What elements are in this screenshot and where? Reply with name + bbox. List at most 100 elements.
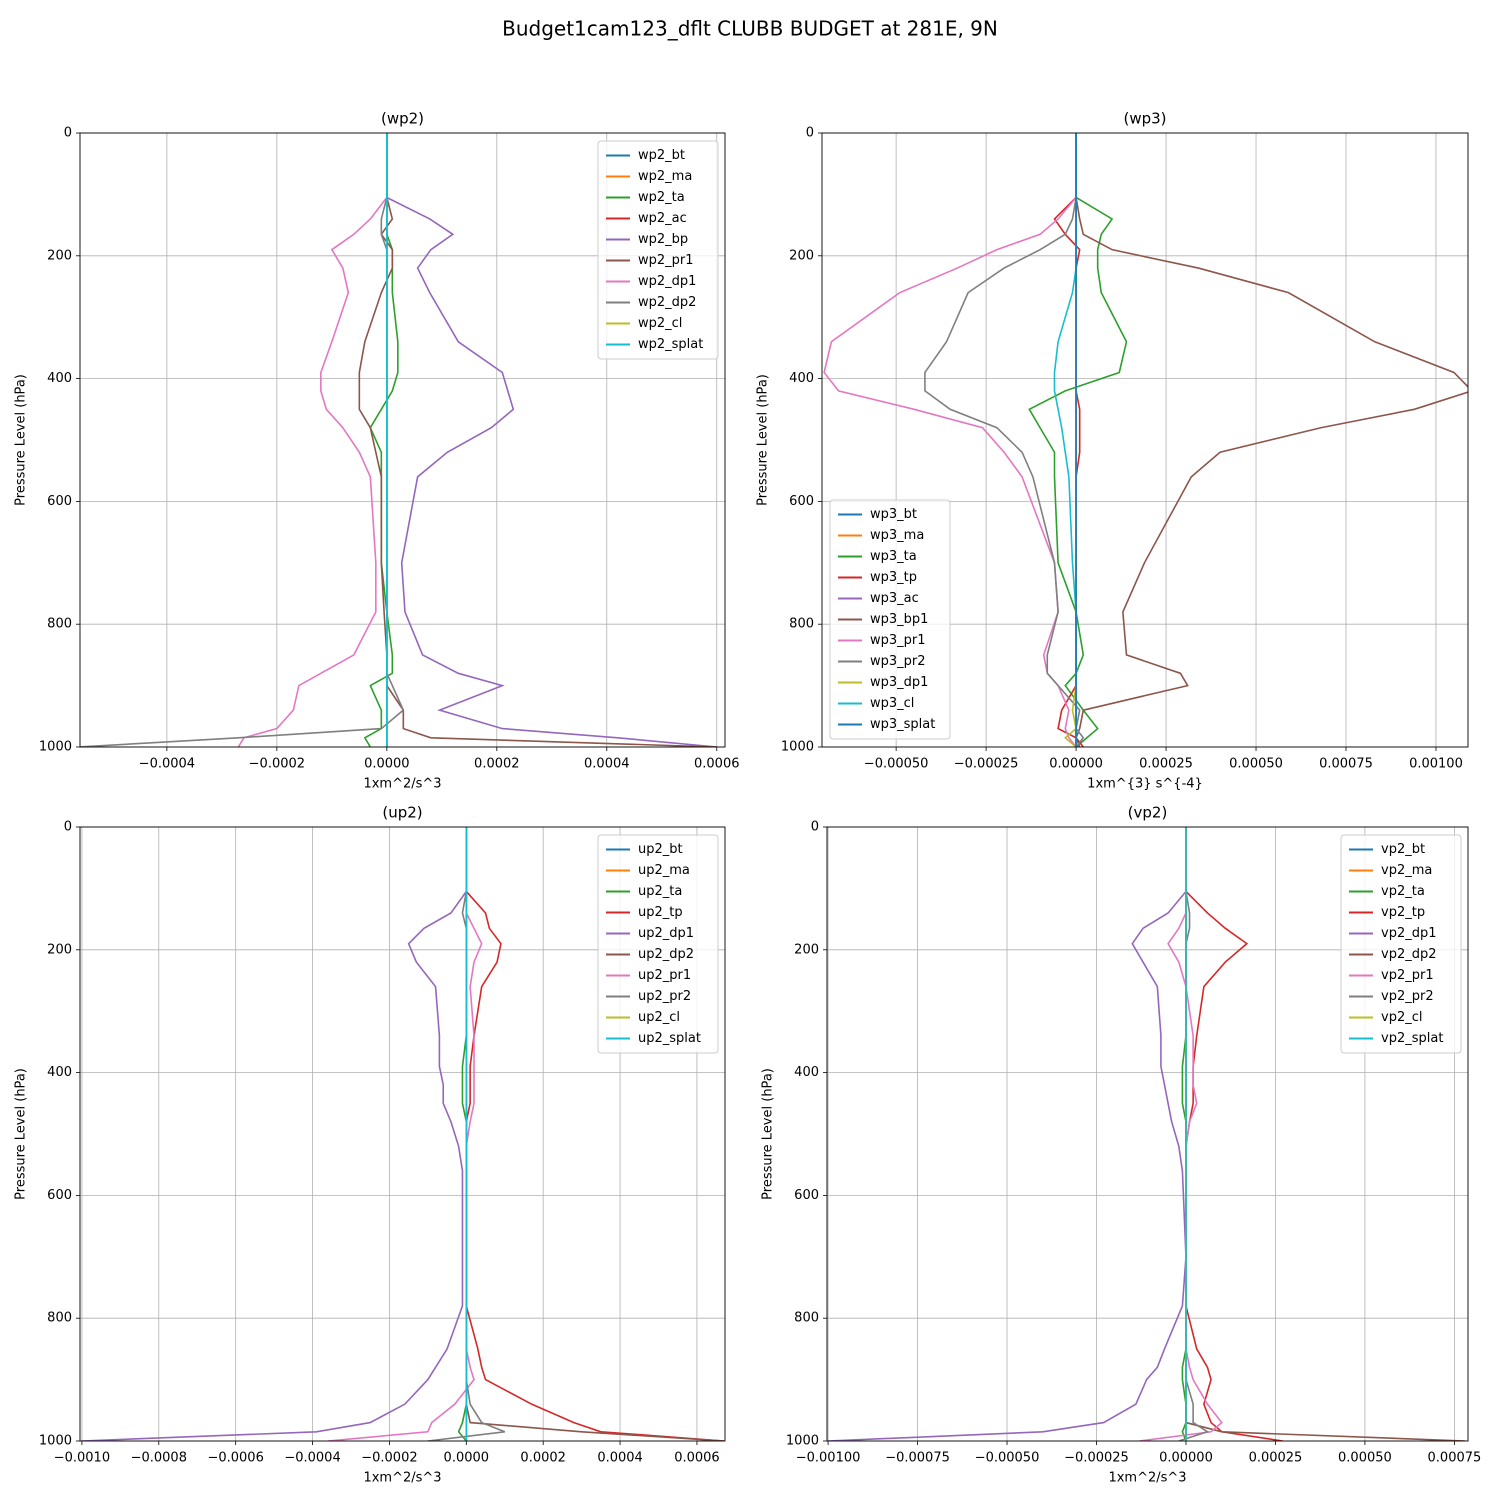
plot-frame [79,132,726,748]
y-tick-label: 200 [47,248,72,263]
legend-label: wp2_pr1 [638,253,694,268]
legend-label: wp2_splat [638,337,703,352]
subplot: −0.0004 −0.0002 0.0000 0.0002 0.0004 0.0006 0 2… [14,110,740,792]
x-tick-label: 0.0000 [444,1451,490,1466]
legend: wp3_bt wp3_ma wp3_ta wp3_tp wp3_ac wp3_bp1 wp3… [829,499,951,740]
y-tick-label: 400 [794,1065,819,1080]
series-line [924,133,1085,747]
legend-label: wp3_ta [870,549,917,564]
legend-label: vp2_pr2 [1381,989,1434,1004]
x-tick-label: −0.0008 [131,1451,187,1466]
x-tick-label: 0.00075 [1319,757,1373,772]
x-tick-label: −0.0010 [54,1451,110,1466]
subplot: −0.0010 −0.0008 −0.0006 −0.0004 −0.0002 0.000… [14,804,726,1486]
legend-label: up2_splat [638,1031,701,1046]
y-tick-label: 0 [64,126,72,141]
y-tick-label: 800 [794,1311,819,1326]
legend-label: vp2_pr1 [1381,968,1434,983]
legend-box [1340,834,1462,1054]
y-tick-label: 600 [47,494,72,509]
series-line [237,133,388,747]
plot-frame [79,826,726,1442]
legend-label: wp2_ta [638,190,685,205]
series-line [386,133,717,747]
legend-label: wp2_ac [638,211,687,226]
legend-label: up2_dp1 [638,926,694,941]
legend-label: wp3_ma [870,528,924,543]
x-tick-label: 0.00100 [1409,757,1463,772]
legend-label: vp2_ta [1381,884,1425,899]
y-tick-label: 600 [47,1188,72,1203]
subplot: −0.00050 −0.00025 0.00000 0.00025 0.00050 0.0… [756,110,1469,792]
x-tick-label: 0.00000 [1159,1451,1213,1466]
x-axis-label: 1xm^2/s^3 [363,1471,441,1486]
series-line [358,133,717,747]
subplot-title: (vp2) [1128,804,1168,822]
x-axis-label: 1xm^2/s^3 [1108,1471,1186,1486]
y-axis-label: Pressure Level (hPa) [14,374,29,506]
series-line [1053,133,1084,747]
y-axis-label: Pressure Level (hPa) [761,1068,776,1200]
legend-label: wp2_bp [638,232,688,247]
x-tick-label: 0.0006 [674,1451,720,1466]
y-tick-label: 800 [47,1311,72,1326]
x-tick-label: 0.00025 [1139,757,1193,772]
legend: vp2_bt vp2_ma vp2_ta vp2_tp vp2_dp1 vp2_dp2vp… [1340,834,1462,1054]
legend-label: wp3_pr1 [870,633,926,648]
legend-label: wp2_cl [638,316,682,331]
legend-label: vp2_bt [1381,842,1425,857]
x-tick-label: 0.00050 [1229,757,1283,772]
x-tick-label: 0.0000 [364,757,410,772]
y-tick-label: 0 [806,126,814,141]
x-axis-label: 1xm^2/s^3 [363,777,441,792]
lines [823,133,1468,747]
x-tick-label: −0.0002 [361,1451,417,1466]
x-tick-label: −0.00075 [885,1451,950,1466]
legend: wp2_bt wp2_ma wp2_ta wp2_ac wp2_bp wp2_pr1 wp2… [597,140,719,360]
x-tick-label: 0.00025 [1249,1451,1303,1466]
series-line [1075,133,1468,747]
legend-label: wp3_ac [870,591,919,606]
y-tick-label: 400 [789,371,814,386]
legend-label: up2_ta [638,884,682,899]
series-line [823,133,1077,747]
legend-label: up2_pr2 [638,989,691,1004]
subplot-title: (wp3) [1123,110,1166,128]
legend-label: vp2_dp2 [1381,947,1437,962]
x-tick-label: 0.00000 [1049,757,1103,772]
subplot: −0.00100 −0.00075 −0.00050 −0.00025 0.00000 0… [761,804,1482,1486]
x-axis-label: 1xm^{3} s^{-4} [1087,777,1203,792]
subplot-title: (up2) [382,804,422,822]
x-tick-label: −0.00100 [796,1451,861,1466]
lines [828,827,1466,1441]
legend-label: wp2_dp1 [638,274,696,289]
y-tick-label: 1000 [39,1434,72,1449]
lines [80,133,717,747]
legend: up2_bt up2_ma up2_ta up2_tp up2_dp1 up2_dp2up… [597,834,719,1054]
legend-box [597,834,719,1054]
legend-box [829,499,951,740]
figure-title: Budget1cam123_dflt CLUBB BUDGET at 281E,… [502,17,998,41]
subplot-title: (wp2) [381,110,424,128]
x-tick-label: 0.0002 [520,1451,566,1466]
plot-frame [821,132,1469,748]
x-tick-label: −0.0004 [284,1451,340,1466]
legend-label: up2_pr1 [638,968,691,983]
x-tick-label: 0.0006 [694,757,740,772]
legend-label: wp3_dp1 [870,675,928,690]
y-tick-label: 1000 [786,1434,819,1449]
y-tick-label: 800 [47,617,72,632]
legend-label: wp3_pr2 [870,654,926,669]
legend-label: wp3_splat [870,717,935,732]
series-line [81,827,468,1441]
legend-label: wp2_dp2 [638,295,696,310]
y-tick-label: 400 [47,1065,72,1080]
x-tick-label: 0.0002 [474,757,520,772]
y-axis-label: Pressure Level (hPa) [14,1068,29,1200]
y-tick-label: 200 [47,942,72,957]
legend-label: up2_cl [638,1010,680,1025]
legend-label: vp2_ma [1381,863,1432,878]
series-line [1139,827,1223,1441]
